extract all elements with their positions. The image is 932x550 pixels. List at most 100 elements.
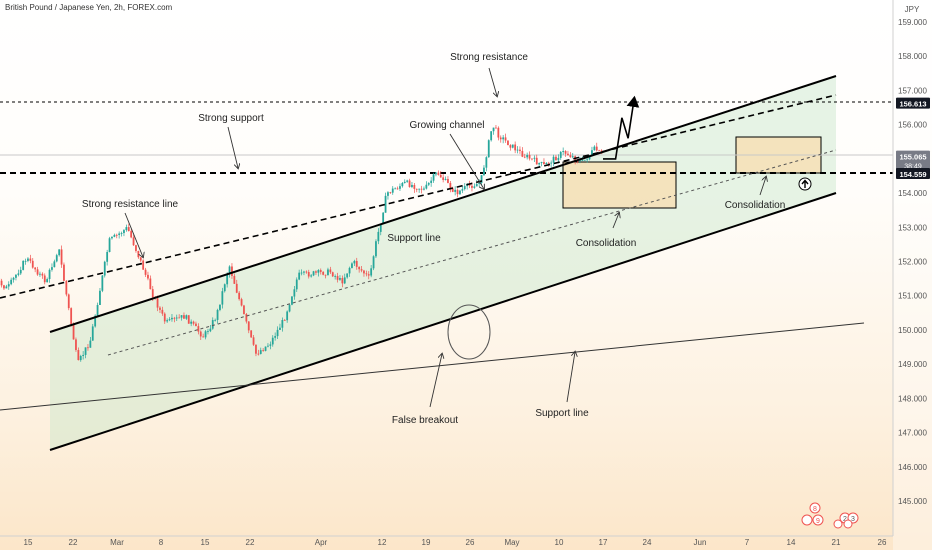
candle-body bbox=[444, 178, 447, 180]
candle-body bbox=[461, 189, 464, 191]
candle-body bbox=[365, 273, 368, 275]
candle-body bbox=[243, 305, 245, 315]
annotation-consolidation-1: Consolidation bbox=[576, 238, 637, 249]
x-tick-label: 26 bbox=[878, 538, 887, 547]
candle-body bbox=[303, 271, 305, 273]
long-support-line[interactable] bbox=[0, 322, 865, 411]
candle-body bbox=[401, 183, 404, 187]
candle-body bbox=[226, 274, 229, 285]
strong-resistance-trendline[interactable] bbox=[0, 94, 837, 299]
candle-body bbox=[310, 275, 313, 277]
candle-body bbox=[557, 157, 560, 161]
time-axis[interactable]: 15 22 Mar 8 15 22 Apr 12 19 26 May 10 17 24 Jun 7 14 21 26 bbox=[0, 535, 893, 547]
candle-body bbox=[540, 162, 543, 163]
candle-body bbox=[120, 233, 123, 234]
candle-body bbox=[103, 261, 106, 276]
channel-upper-line[interactable] bbox=[49, 75, 837, 333]
svg-text:154.559: 154.559 bbox=[899, 170, 926, 179]
candle-body bbox=[159, 307, 161, 310]
candle-body bbox=[24, 260, 27, 262]
candle-body bbox=[283, 320, 286, 321]
y-tick-label: 148.000 bbox=[898, 394, 927, 403]
x-tick-label: 21 bbox=[832, 538, 841, 547]
price-axis[interactable]: JPY 145.000 146.000 147.000 148.000 149.000 1… bbox=[892, 0, 932, 550]
x-tick-label: Jun bbox=[694, 538, 707, 547]
y-tick-label: 154.000 bbox=[898, 189, 927, 198]
candle-body bbox=[199, 331, 202, 337]
candle-body bbox=[415, 188, 418, 190]
event-badges[interactable]: 8 9 2 3 bbox=[801, 502, 859, 529]
candle-body bbox=[72, 324, 75, 340]
annotation-support-line-lower: Support line bbox=[535, 408, 589, 419]
candle-body bbox=[48, 269, 51, 280]
candle-body bbox=[533, 157, 536, 159]
candle-body bbox=[485, 157, 488, 168]
candle-body bbox=[257, 353, 260, 355]
candle-body bbox=[101, 275, 104, 291]
candle-body bbox=[538, 162, 541, 165]
channel-lower-line[interactable] bbox=[49, 192, 837, 451]
candle-body bbox=[274, 336, 277, 338]
candle-body bbox=[480, 175, 483, 183]
candle-body bbox=[295, 279, 298, 290]
candle-body bbox=[209, 328, 212, 332]
candle-body bbox=[514, 144, 517, 151]
candle-body bbox=[214, 319, 217, 321]
badge-9: 9 bbox=[816, 518, 820, 525]
candle-body bbox=[70, 308, 73, 325]
candle-body bbox=[240, 299, 243, 306]
candle-body bbox=[459, 190, 461, 195]
candle-body bbox=[238, 292, 241, 300]
candle-body bbox=[351, 263, 353, 268]
candle-body bbox=[487, 140, 490, 158]
candle-body bbox=[281, 320, 284, 328]
y-tick-label: 159.000 bbox=[898, 18, 927, 27]
candle-body bbox=[435, 172, 437, 175]
candle-body bbox=[312, 271, 315, 276]
x-tick-label: 7 bbox=[745, 538, 750, 547]
candle-body bbox=[58, 249, 61, 256]
candle-body bbox=[403, 181, 406, 184]
candle-body bbox=[300, 272, 303, 274]
candle-body bbox=[531, 158, 533, 160]
candle-body bbox=[420, 188, 423, 190]
candle-body bbox=[262, 350, 265, 351]
candle-body bbox=[115, 234, 118, 236]
candle-body bbox=[355, 260, 358, 267]
candle-body bbox=[19, 269, 22, 274]
candle-body bbox=[516, 149, 519, 151]
candle-body bbox=[29, 258, 32, 261]
candle-body bbox=[123, 230, 125, 234]
candle-body bbox=[387, 192, 389, 196]
candle-body bbox=[291, 296, 293, 305]
candle-body bbox=[41, 273, 44, 276]
candle-body bbox=[367, 274, 370, 276]
candle-body bbox=[31, 260, 34, 268]
candle-body bbox=[456, 189, 459, 195]
candle-body bbox=[173, 317, 176, 319]
candle-body bbox=[504, 137, 507, 141]
y-tick-label: 147.000 bbox=[898, 429, 927, 438]
price-tag: 154.559 bbox=[896, 167, 930, 179]
candle-body bbox=[391, 188, 394, 193]
y-tick-label: 152.000 bbox=[898, 258, 927, 267]
candle-body bbox=[353, 260, 356, 264]
candle-body bbox=[178, 317, 181, 319]
candle-body bbox=[185, 315, 188, 319]
candle-body bbox=[132, 237, 135, 246]
candle-body bbox=[363, 270, 365, 274]
y-tick-label: 150.000 bbox=[898, 326, 927, 335]
candle-body bbox=[451, 188, 454, 192]
candle-body bbox=[192, 321, 195, 324]
x-tick-label: 15 bbox=[201, 538, 210, 547]
candle-body bbox=[483, 167, 485, 176]
annotation-support-line-upper: Support line bbox=[387, 233, 441, 244]
candle-body bbox=[195, 323, 197, 327]
candle-body bbox=[250, 330, 253, 338]
annotation-strong-support: Strong support bbox=[198, 113, 264, 124]
candle-body bbox=[449, 182, 452, 189]
candle-body bbox=[497, 127, 500, 138]
candle-body bbox=[211, 320, 214, 329]
candle-body bbox=[163, 313, 166, 322]
